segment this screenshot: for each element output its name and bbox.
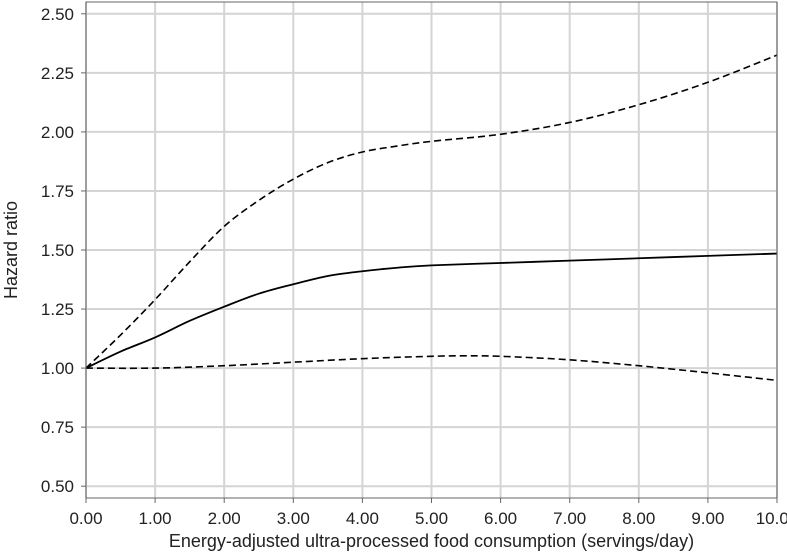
hazard-ratio-line	[85, 252, 778, 369]
plot-series	[85, 54, 778, 382]
y-tick-label: 0.50	[41, 477, 74, 496]
x-tick-label: 10.00	[756, 509, 787, 528]
x-tick-label: 1.00	[139, 509, 172, 528]
x-tick-label: 4.00	[346, 509, 379, 528]
y-tick-label: 0.75	[41, 418, 74, 437]
x-tick-label: 2.00	[208, 509, 241, 528]
x-tick-label: 9.00	[691, 509, 724, 528]
y-tick-label: 2.50	[41, 5, 74, 24]
x-tick-label: 8.00	[622, 509, 655, 528]
y-tick-label: 1.50	[41, 241, 74, 260]
y-tick-label: 1.25	[41, 300, 74, 319]
lower-confidence-line	[85, 354, 778, 382]
y-tick-label: 1.00	[41, 359, 74, 378]
y-tick-label: 2.00	[41, 123, 74, 142]
x-tick-label: 0.00	[69, 509, 102, 528]
y-tick-label: 2.25	[41, 64, 74, 83]
axis-ticks: 0.00 1.00 2.00 3.00 4.00 5.00 6.00 7.00 8.00 9.00…	[41, 5, 787, 528]
y-tick-label: 1.75	[41, 182, 74, 201]
x-axis-title: Energy-adjusted ultra-processed food con…	[169, 531, 694, 551]
x-tick-label: 6.00	[484, 509, 517, 528]
y-axis-title: Hazard ratio	[1, 201, 21, 299]
x-tick-label: 7.00	[553, 509, 586, 528]
grid-lines	[85, 2, 778, 498]
x-tick-label: 3.00	[277, 509, 310, 528]
x-tick-label: 5.00	[415, 509, 448, 528]
